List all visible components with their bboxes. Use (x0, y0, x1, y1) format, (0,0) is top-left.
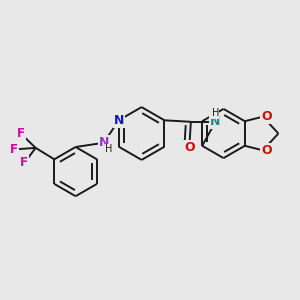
Text: H: H (212, 108, 219, 118)
Text: N: N (113, 114, 124, 127)
Text: N: N (98, 136, 109, 149)
Text: H: H (105, 144, 113, 154)
Text: F: F (20, 156, 28, 170)
Text: O: O (261, 110, 272, 123)
Text: O: O (184, 141, 195, 154)
Text: N: N (210, 115, 221, 128)
Text: O: O (261, 144, 272, 157)
Text: F: F (17, 127, 25, 140)
Text: F: F (10, 143, 18, 156)
